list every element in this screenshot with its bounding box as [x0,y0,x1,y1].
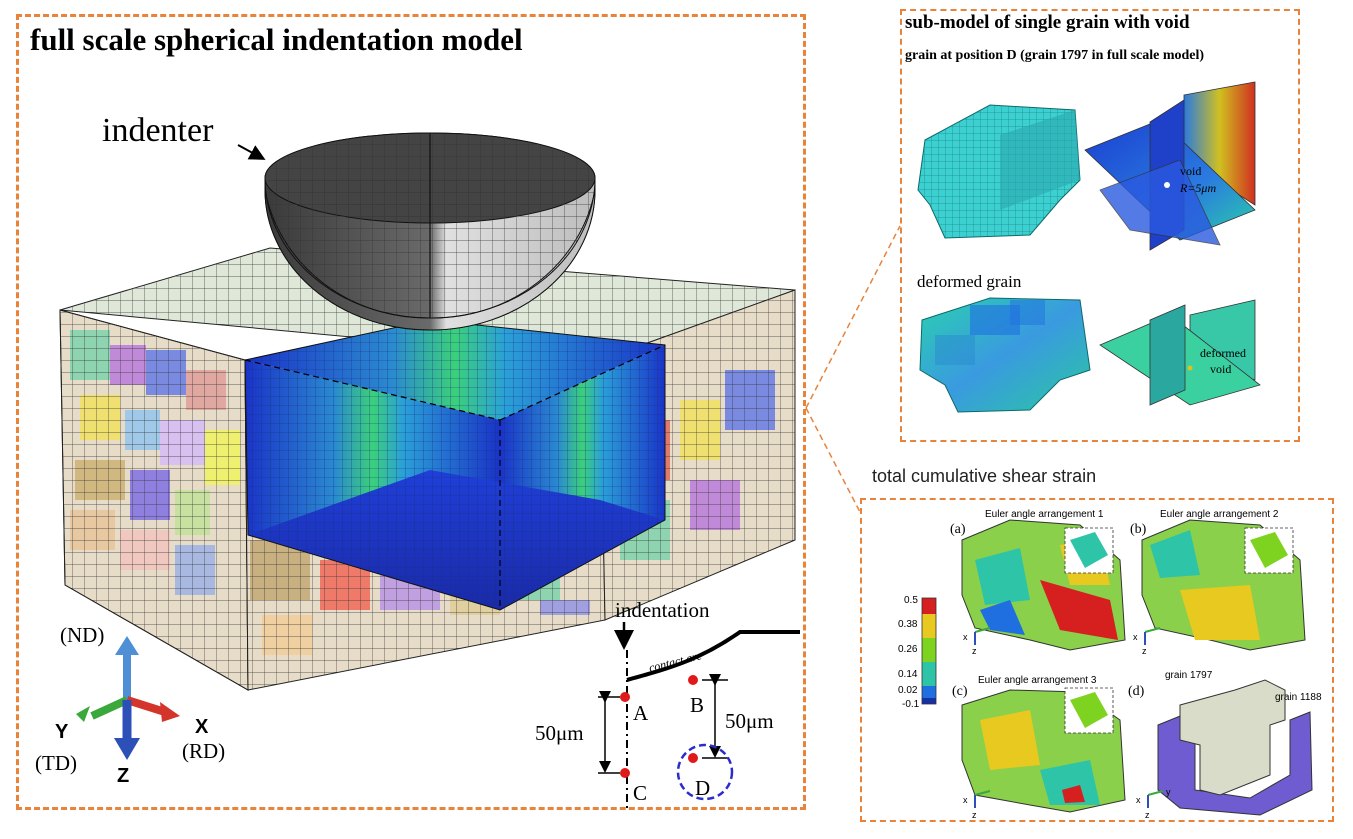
strain-frame [860,498,1334,822]
colorbar-tick-4: 0.02 [898,685,918,696]
indentation-label: indentation [615,598,710,622]
td-label: (TD) [35,751,77,775]
colorbar-tick-1: 0.38 [898,619,918,630]
strain-panel-b: (b) Euler angle arrangement 2 [1130,509,1306,651]
mini-axis-z-b: z [1142,646,1147,656]
dist-bd-label: 50μm [725,709,774,733]
deformed-grain [919,297,1091,413]
grain-1188-label: grain 1188 [1275,692,1322,703]
mini-axis-z-c: z [972,810,977,820]
sub-model-frame [900,9,1300,442]
sub-model-title: sub-model of single grain with void [905,12,1190,33]
main-model-frame [16,14,806,810]
indenter-arrow [237,144,266,160]
coordinate-triad: (ND) Y (TD) X (RD) Z [35,623,225,787]
deformed-void-label-2: void [1210,362,1231,376]
colorbar-tick-0: 0.5 [904,595,918,606]
point-d-marker [688,753,698,763]
z-label: Z [117,765,129,787]
deformed-grain-label: deformed grain [917,272,1022,291]
rd-axis-arrow [125,696,167,716]
grain-1797-label: grain 1797 [1165,670,1213,681]
connector-line-bottom [805,407,861,513]
point-d-circle [676,743,734,801]
colorbar-tick-2: 0.26 [898,644,918,655]
void-label: void [1180,164,1201,178]
strain-title: total cumulative shear strain [872,466,1097,486]
mini-axis-x-d: x [1136,795,1141,805]
mini-axis-z-a: z [972,646,977,656]
sub-model-grain [917,104,1081,239]
deformed-planes: deformed void [1099,299,1261,406]
point-a-marker [620,692,630,702]
dist-ac-label: 50μm [535,721,584,745]
rd-label: (RD) [182,739,225,763]
contact-arc-curve [626,630,800,682]
radius-label: R=5μm [1179,181,1216,195]
point-d-label: D [695,776,710,800]
point-c-label: C [633,781,647,805]
strain-panel-a: (a) Euler angle arrangement 1 [950,509,1126,651]
mini-axis-x-c: x [963,795,968,805]
sub-model-subtitle: grain at position D (grain 1797 in full … [905,48,1205,63]
contact-arc-label: contact arc [647,648,703,675]
main-title: full scale spherical indentation model [30,22,523,57]
strain-panel-c: (c) Euler angle arrangement 3 [952,675,1126,813]
strain-panel-d: (d) grain 1797 grain 1188 [1128,670,1322,816]
y-label: Y [55,721,69,743]
panel-a-caption: Euler angle arrangement 1 [985,509,1104,520]
indenter-hemisphere [264,132,596,331]
mini-axis-y-d: y [1166,787,1171,797]
colorbar-tick-3: 0.14 [898,669,918,680]
mini-axis-z-d: z [1145,810,1150,820]
sub-model-planes: void R=5μm [1084,81,1256,251]
mini-axes-b: x z [1133,627,1161,656]
indenter-label: indenter [102,112,214,149]
panel-b-tag: (b) [1130,522,1147,537]
point-b-marker [688,675,698,685]
point-b-label: B [690,693,704,717]
strain-colorbar: 0.5 0.38 0.26 0.14 0.02 -0.1 [898,595,937,710]
deformed-void-label-1: deformed [1200,346,1246,360]
panel-c-caption: Euler angle arrangement 3 [978,675,1097,686]
mini-axes-a: x z [963,627,991,656]
nd-label: (ND) [60,623,104,647]
mini-axes-c: x z [963,790,991,820]
mini-axis-x-b: x [1133,632,1138,642]
panel-c-tag: (c) [952,684,968,699]
panel-b-caption: Euler angle arrangement 2 [1160,509,1279,520]
x-label: X [195,716,209,738]
td-axis-arrow [90,696,129,720]
connector-line-top [805,225,901,409]
point-a-label: A [633,701,649,725]
panel-a-tag: (a) [950,522,966,537]
mini-axis-x-a: x [963,632,968,642]
point-c-marker [620,768,630,778]
colorbar-tick-5: -0.1 [902,699,920,710]
indentation-path-schematic: indentation contact arc A C 50μm B 50μm … [535,598,800,810]
specimen-block [59,247,796,691]
mini-axes-d: x y z [1136,787,1171,820]
panel-d-tag: (d) [1128,684,1145,699]
